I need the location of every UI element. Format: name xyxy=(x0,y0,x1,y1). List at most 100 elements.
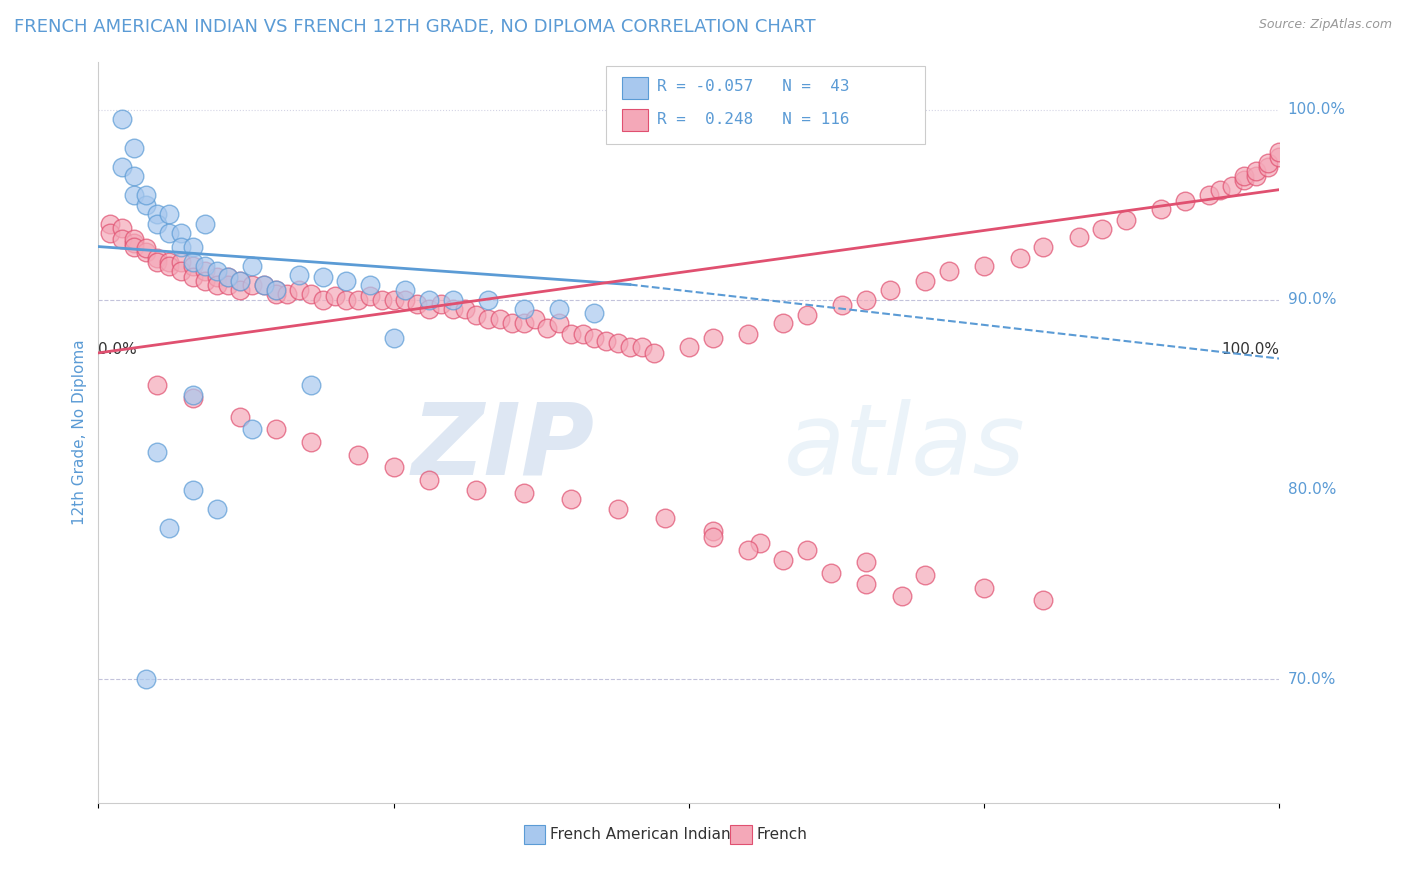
Point xyxy=(796,543,818,558)
Point xyxy=(1220,178,1243,193)
Point xyxy=(1032,592,1054,607)
Point xyxy=(170,239,193,253)
Bar xyxy=(621,109,648,131)
Point xyxy=(335,274,357,288)
Point xyxy=(382,293,405,307)
Point xyxy=(135,245,157,260)
Point xyxy=(217,269,239,284)
Point xyxy=(194,259,217,273)
Bar xyxy=(730,825,752,844)
Point xyxy=(737,326,759,341)
Point xyxy=(157,520,180,534)
Point xyxy=(938,264,960,278)
Point xyxy=(619,340,641,354)
Point xyxy=(772,553,794,567)
Bar xyxy=(523,825,546,844)
Point xyxy=(181,483,204,497)
Point xyxy=(737,543,759,558)
Point xyxy=(855,293,877,307)
Point xyxy=(181,269,204,284)
Point xyxy=(796,308,818,322)
Point xyxy=(820,566,842,580)
Point xyxy=(382,331,405,345)
Point xyxy=(157,207,180,221)
Point xyxy=(560,326,582,341)
Point xyxy=(253,277,276,292)
Point xyxy=(1233,173,1256,187)
Point xyxy=(973,582,995,596)
Point xyxy=(1244,163,1267,178)
Point xyxy=(347,449,370,463)
Point xyxy=(465,308,488,322)
Point xyxy=(264,283,287,297)
Point xyxy=(548,302,571,317)
Point xyxy=(194,264,217,278)
Point xyxy=(181,392,204,406)
Text: ZIP: ZIP xyxy=(412,399,595,496)
Point xyxy=(146,217,169,231)
Point xyxy=(1174,194,1197,208)
Point xyxy=(1115,213,1137,227)
Point xyxy=(453,302,475,317)
Point xyxy=(1091,222,1114,236)
Point xyxy=(430,296,453,310)
Point xyxy=(135,198,157,212)
Point xyxy=(205,277,228,292)
Point xyxy=(98,227,121,241)
FancyBboxPatch shape xyxy=(606,66,925,144)
Point xyxy=(122,232,145,246)
Point xyxy=(323,289,346,303)
Point xyxy=(229,274,252,288)
Point xyxy=(205,501,228,516)
Point xyxy=(394,283,416,297)
Point xyxy=(205,264,228,278)
Point xyxy=(299,287,322,301)
Point xyxy=(1198,188,1220,202)
Point xyxy=(157,254,180,268)
Point xyxy=(643,346,665,360)
Point xyxy=(157,227,180,241)
Point xyxy=(359,277,381,292)
Point xyxy=(264,422,287,436)
Point xyxy=(1268,150,1291,164)
Point xyxy=(441,302,464,317)
Point xyxy=(914,274,936,288)
Point xyxy=(299,435,322,450)
Point xyxy=(146,378,169,392)
Point xyxy=(678,340,700,354)
Point xyxy=(194,274,217,288)
Point xyxy=(170,254,193,268)
Point xyxy=(288,283,311,297)
Point xyxy=(122,235,145,250)
Point xyxy=(607,336,630,351)
Point xyxy=(524,311,547,326)
Point xyxy=(1150,202,1173,216)
Point xyxy=(548,316,571,330)
Point xyxy=(772,316,794,330)
Point xyxy=(229,410,252,425)
Point xyxy=(560,491,582,506)
Point xyxy=(312,269,335,284)
Point xyxy=(146,251,169,265)
Point xyxy=(1032,239,1054,253)
Point xyxy=(441,293,464,307)
Point xyxy=(607,501,630,516)
Point xyxy=(135,673,157,687)
Point xyxy=(536,321,558,335)
Point xyxy=(583,306,606,320)
Text: R =  0.248   N = 116: R = 0.248 N = 116 xyxy=(657,112,849,127)
Point xyxy=(217,277,239,292)
Point xyxy=(194,217,217,231)
Point xyxy=(465,483,488,497)
Point xyxy=(914,568,936,582)
Point xyxy=(253,277,276,292)
Point xyxy=(181,254,204,268)
Point xyxy=(371,293,394,307)
Point xyxy=(583,331,606,345)
Text: 90.0%: 90.0% xyxy=(1288,293,1336,307)
Point xyxy=(418,302,440,317)
Point xyxy=(418,293,440,307)
Point xyxy=(181,239,204,253)
Point xyxy=(1067,230,1090,244)
Point xyxy=(264,287,287,301)
